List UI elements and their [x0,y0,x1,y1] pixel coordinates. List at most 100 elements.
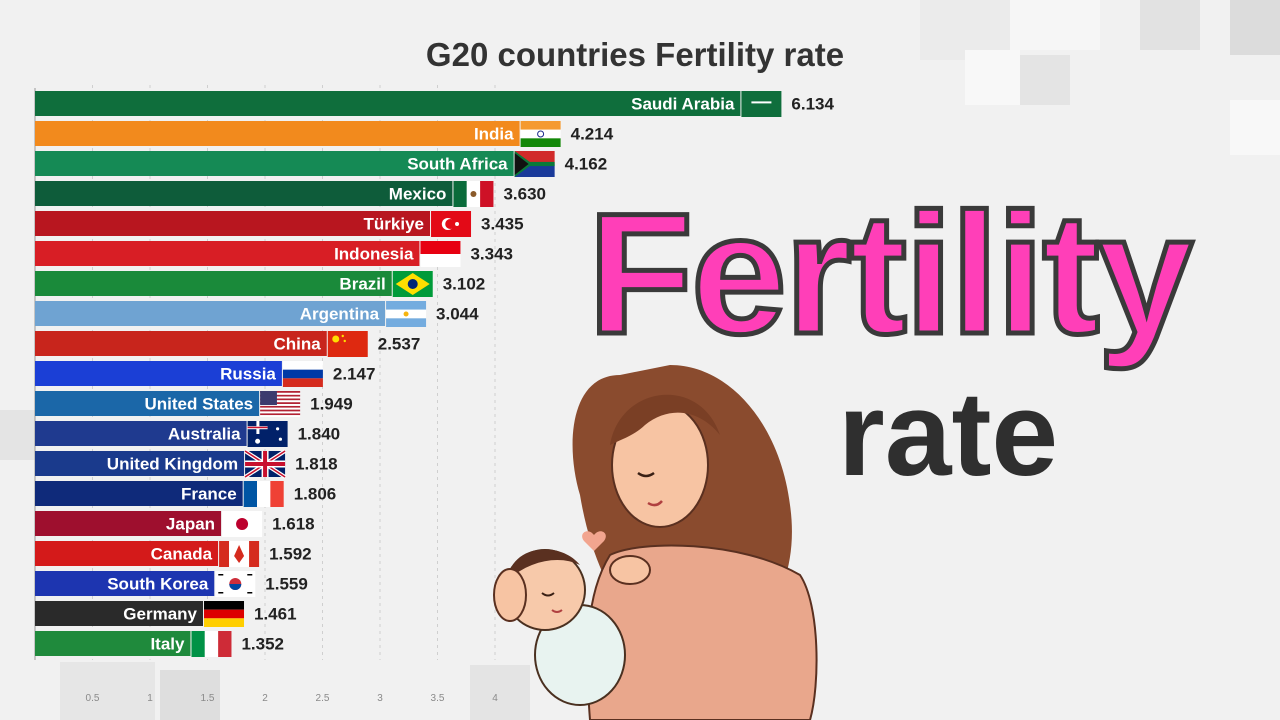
x-tick-label: 3.5 [431,693,445,704]
headline-rate: rate [838,367,1059,501]
x-tick-label: 1.5 [201,693,215,704]
bar-group: Australia 1.840 [35,421,340,447]
bar-category-label: Mexico [389,185,447,204]
bar [35,391,260,416]
heart-icon [582,531,606,551]
bar-value-label: 3.044 [436,305,479,324]
baby-eye [541,592,555,597]
indonesia-flag-icon [420,241,461,267]
canada-flag-icon [219,541,260,567]
russia-flag-icon [282,361,323,387]
bar-category-label: South Africa [407,155,508,174]
mother-hand [609,555,651,585]
bar-value-label: 1.806 [294,485,337,504]
bar-group: Brazil 3.102 [35,271,485,297]
italy-flag-icon [191,631,232,657]
bar-category-label: Japan [166,515,215,534]
bar-group: Türkiye 3.435 [35,211,524,237]
bar-group: Indonesia 3.343 [35,241,513,267]
bar [35,241,420,266]
argentina-flag-icon [386,301,427,327]
bar [35,421,247,446]
bar [35,181,453,206]
tick-layer: 0.5 1 1.5 2 2.5 3 3.5 4 [86,693,499,704]
south-africa-flag-icon [514,151,555,177]
headline-fertility: Fertility [585,178,1195,370]
baby-mouth [551,609,563,613]
bar-value-label: 3.435 [481,215,524,234]
bar-value-label: 1.592 [269,545,312,564]
bar-value-label: 1.559 [265,575,308,594]
bg-square [1230,100,1280,155]
bar-value-label: 3.102 [443,275,486,294]
bar-value-label: 3.343 [470,245,513,264]
bar-value-label: 1.461 [254,605,297,624]
mother-smile [647,500,663,507]
bar [35,541,219,566]
bar-group: Italy 1.352 [35,631,284,657]
bar-category-label: India [474,125,514,144]
bar-category-label: Saudi Arabia [631,95,735,114]
mother-baby-illustration [493,365,818,720]
bar [35,361,282,386]
mother-hand-left [493,568,527,622]
bar-value-label: 4.162 [565,155,608,174]
bar-value-label: 2.147 [333,365,376,384]
bar-category-label: Brazil [339,275,385,294]
bg-square [470,665,530,720]
bar-group: Japan 1.618 [35,511,315,537]
bar-value-label: 1.352 [241,635,284,654]
bar-group: India 4.214 [35,121,614,147]
bar-category-label: Germany [123,605,197,624]
x-tick-label: 0.5 [86,693,100,704]
bar-group: South Africa 4.162 [35,151,607,177]
bar-value-label: 1.818 [295,455,338,474]
turkey-flag-icon [431,211,472,237]
bar-category-label: France [181,485,237,504]
x-tick-label: 2.5 [316,693,330,704]
bar-group: United States 1.949 [35,391,353,417]
bar-category-label: Türkiye [364,215,424,234]
bar-category-label: South Korea [107,575,209,594]
bar-category-label: United Kingdom [107,455,238,474]
x-tick-label: 4 [492,693,498,704]
bar [35,511,222,536]
bar-category-label: Indonesia [334,245,414,264]
x-tick-label: 1 [147,693,153,704]
bar-group: Argentina 3.044 [35,301,479,327]
bar-value-label: 1.949 [310,395,353,414]
bar-group: China 2.537 [35,331,420,357]
bar-category-label: Canada [151,545,213,564]
bg-square [0,410,35,460]
germany-flag-icon [204,601,245,627]
chart-title: G20 countries Fertility rate [425,36,845,73]
bg-square [60,662,155,720]
mother-bangs [610,394,720,445]
bar-category-label: United States [144,395,253,414]
uk-flag-icon [243,449,287,479]
bar-layer: Saudi Arabia 6.134 India 4.214 South Africa 4… [35,91,834,657]
bar-value-label: 2.537 [378,335,421,354]
australia-flag-icon [247,421,288,447]
bar-group: Canada 1.592 [35,541,312,567]
bg-square [1140,0,1200,50]
france-flag-icon [243,481,284,507]
bar-group: United Kingdom 1.818 [35,449,338,479]
bg-square [1010,0,1100,50]
bg-square [160,670,220,720]
bar [35,631,191,656]
bar-category-label: China [274,335,322,354]
bar-value-label: 1.840 [298,425,341,444]
bar-value-label: 4.214 [571,125,614,144]
bar [35,301,386,326]
bar [35,451,245,476]
bar [35,91,741,116]
bar-category-label: Italy [150,635,185,654]
bar [35,211,431,236]
korea-flag-icon [215,571,256,597]
india-flag-icon [520,121,561,147]
bar-category-label: Argentina [300,305,380,324]
bar-group: France 1.806 [35,481,336,507]
brazil-flag-icon [392,271,433,297]
